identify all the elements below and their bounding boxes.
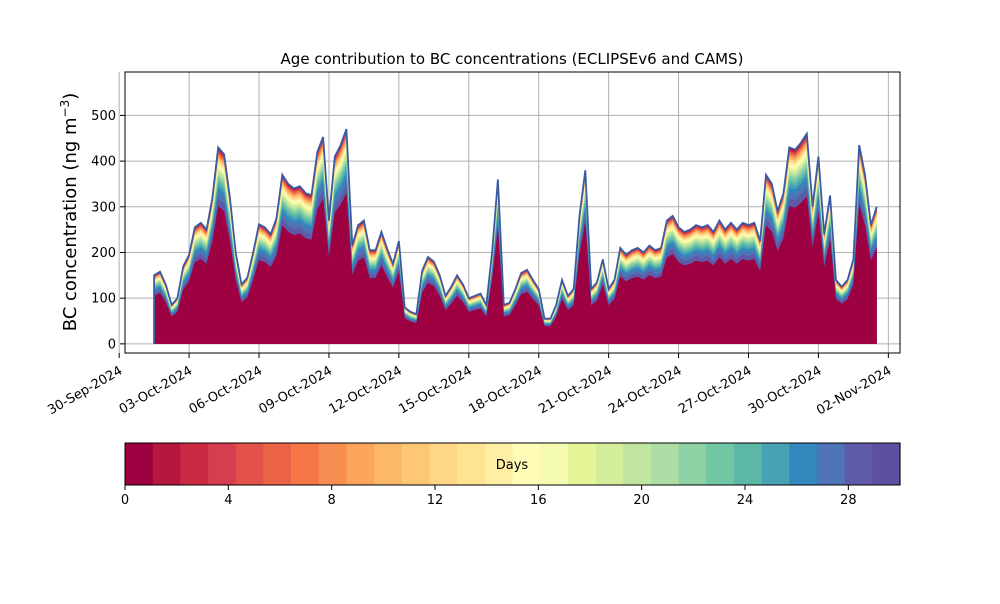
colorbar-segment <box>733 443 763 485</box>
y-tick-label: 200 <box>91 246 116 261</box>
colorbar-tick-label: 24 <box>737 493 754 508</box>
colorbar-segment <box>816 443 846 485</box>
colorbar: 0 4 8 12 16 20 24 28 <box>121 442 901 508</box>
x-tick-label: 12-Oct-2024 <box>326 363 404 417</box>
x-tick-label: 03-Oct-2024 <box>117 363 195 417</box>
colorbar-segment <box>678 443 707 485</box>
colorbar-tick-label: 8 <box>328 493 336 508</box>
colorbar-segment <box>789 443 818 485</box>
x-tick-label: 06-Oct-2024 <box>187 363 265 417</box>
colorbar-segment <box>401 443 431 485</box>
colorbar-segment <box>125 443 154 485</box>
colorbar-segment <box>706 443 735 485</box>
colorbar-segment <box>484 443 514 485</box>
colorbar-segment <box>595 443 624 485</box>
x-tick-label: 30-Sep-2024 <box>45 363 125 418</box>
y-tick-label: 300 <box>91 200 116 215</box>
colorbar-segment <box>208 443 237 485</box>
colorbar-segment <box>318 443 348 485</box>
age-band-youngest <box>154 193 877 344</box>
chart-title: Age contribution to BC concentrations (E… <box>281 50 744 68</box>
colorbar-segment <box>623 443 652 485</box>
colorbar-segment <box>235 443 264 485</box>
colorbar-tick-label: 20 <box>633 493 650 508</box>
colorbar-segment <box>540 443 569 485</box>
x-tick-label: 09-Oct-2024 <box>257 363 335 417</box>
area-layer <box>153 128 878 344</box>
colorbar-segment <box>567 443 597 485</box>
colorbar-segment <box>180 443 209 485</box>
x-tick-label: 21-Oct-2024 <box>536 363 614 417</box>
y-tick-label: 400 <box>91 155 116 170</box>
colorbar-segment <box>346 443 375 485</box>
x-tick-label: 27-Oct-2024 <box>676 363 754 417</box>
x-tick-label: 30-Oct-2024 <box>746 363 824 417</box>
colorbar-segment <box>650 443 680 485</box>
x-tick-label: 18-Oct-2024 <box>466 363 544 417</box>
colorbar-segment <box>152 443 181 485</box>
colorbar-segment <box>374 443 403 485</box>
colorbar-tick-label: 16 <box>530 493 547 508</box>
colorbar-segment <box>263 443 292 485</box>
total-outline <box>153 128 878 344</box>
x-tick-label: 15-Oct-2024 <box>396 363 474 417</box>
colorbar-segment <box>291 443 320 485</box>
colorbar-label: Days <box>496 458 529 473</box>
y-tick-label: 0 <box>108 337 116 352</box>
colorbar-segment <box>429 443 458 485</box>
colorbar-segment <box>844 443 873 485</box>
colorbar-tick-label: 0 <box>121 493 129 508</box>
plot-frame <box>124 71 901 354</box>
colorbar-segment <box>512 443 541 485</box>
colorbar-frame <box>124 442 901 486</box>
colorbar-tick-label: 28 <box>840 493 857 508</box>
colorbar-segment <box>457 443 486 485</box>
colorbar-tick-label: 12 <box>427 493 444 508</box>
x-tick-label: 02-Nov-2024 <box>814 363 894 418</box>
y-axis-label: BC concentration (ng m−3) <box>58 93 81 332</box>
y-tick-label: 100 <box>91 292 116 307</box>
colorbar-segment <box>872 443 901 485</box>
x-tick-label: 24-Oct-2024 <box>606 363 684 417</box>
colorbar-tick-label: 4 <box>224 493 232 508</box>
colorbar-segment <box>761 443 790 485</box>
y-tick-label: 500 <box>91 109 116 124</box>
